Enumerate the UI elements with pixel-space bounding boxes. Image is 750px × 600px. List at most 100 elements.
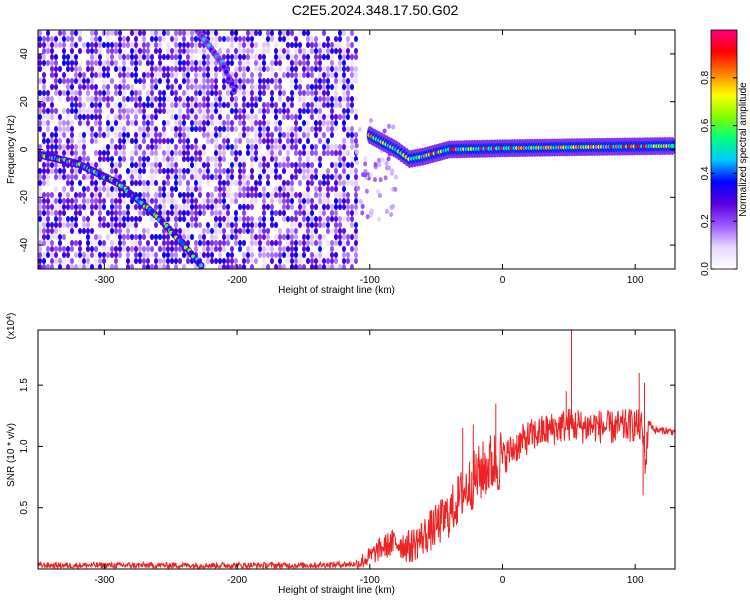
heatmap-cell (94, 90, 98, 96)
heatmap-cell (254, 66, 258, 72)
heatmap-cell (58, 216, 62, 222)
heatmap-cell (242, 156, 246, 162)
heatmap-cell (50, 102, 54, 108)
heatmap-cell (218, 108, 222, 114)
heatmap-cell (174, 48, 178, 54)
heatmap-cell (98, 258, 102, 264)
heatmap-cell (154, 252, 158, 258)
heatmap-cell (310, 240, 314, 246)
heatmap-cell (138, 78, 142, 84)
heatmap-cell (98, 96, 102, 102)
heatmap-cell (138, 174, 142, 180)
heatmap-cell (194, 204, 198, 210)
snr-scale-label: (x104) (6, 313, 18, 340)
heatmap-cell (250, 42, 254, 48)
heatmap-cell (182, 102, 186, 108)
heatmap-cell (106, 102, 110, 108)
heatmap-cell (202, 144, 206, 150)
heatmap-cell (166, 72, 170, 78)
heatmap-cell (138, 102, 142, 108)
heatmap-cell (70, 84, 74, 90)
heatmap-cell (38, 60, 42, 66)
heatmap-cell (110, 264, 114, 269)
heatmap-cell (46, 108, 50, 114)
heatmap-cell (250, 192, 254, 198)
heatmap-cell (214, 138, 218, 144)
heatmap-cell (174, 222, 178, 228)
heatmap-cell (202, 258, 206, 264)
heatmap-cell (326, 84, 330, 90)
heatmap-cell (206, 228, 210, 234)
heatmap-cell (170, 138, 174, 144)
heatmap-cell (126, 234, 130, 240)
heatmap-cell (250, 222, 254, 228)
heatmap-cell (114, 150, 118, 156)
heatmap-cell (198, 108, 202, 114)
heatmap-cell (150, 234, 154, 240)
heatmap-cell (238, 264, 242, 269)
heatmap-cell (82, 264, 86, 269)
heatmap-cell (390, 168, 395, 174)
heatmap-cell (266, 246, 270, 252)
heatmap-cell (78, 90, 82, 96)
heatmap-cell (122, 108, 126, 114)
heatmap-cell (158, 96, 162, 102)
heatmap-cell (134, 162, 138, 168)
heatmap-cell (138, 96, 142, 102)
heatmap-cell (178, 216, 182, 222)
heatmap-cell (142, 42, 146, 48)
heatmap-cell (393, 186, 398, 192)
heatmap-cell (62, 90, 66, 96)
heatmap-cell (122, 234, 126, 240)
heatmap-cell (114, 120, 118, 126)
heatmap-cell (50, 198, 54, 204)
heatmap-cell (74, 168, 78, 174)
heatmap-cell (258, 96, 262, 102)
heatmap-cell (258, 132, 262, 138)
heatmap-cell (226, 132, 230, 138)
heatmap-cell (270, 102, 274, 108)
heatmap-cell (318, 102, 322, 108)
heatmap-cell (166, 54, 170, 60)
heatmap-cell (234, 102, 238, 108)
heatmap-cell (134, 138, 138, 144)
heatmap-cell (326, 168, 330, 174)
heatmap-cell (238, 84, 242, 90)
heatmap-cell (182, 252, 186, 258)
heatmap-cell (390, 204, 395, 210)
heatmap-cell (174, 180, 178, 186)
heatmap-cell (294, 60, 298, 66)
heatmap-cell (290, 204, 294, 210)
heatmap-cell (198, 102, 202, 108)
heatmap-cell (218, 90, 222, 96)
heatmap-cell (162, 252, 166, 258)
heatmap-cell (310, 36, 314, 42)
heatmap-cell (214, 144, 218, 150)
heatmap-cell (178, 60, 182, 66)
heatmap-cell (298, 84, 302, 90)
heatmap-cell (150, 198, 154, 204)
heatmap-cell (114, 210, 118, 216)
heatmap-cell (294, 264, 298, 269)
heatmap-cell (150, 54, 154, 60)
heatmap-cell (318, 264, 322, 269)
heatmap-cell (346, 42, 350, 48)
heatmap-cell (110, 54, 114, 60)
heatmap-cell (266, 180, 270, 186)
heatmap-cell (166, 30, 170, 36)
heatmap-cell (330, 204, 334, 210)
heatmap-cell (286, 162, 290, 168)
heatmap-cell (142, 126, 146, 132)
heatmap-cell (46, 42, 50, 48)
heatmap-cell (74, 240, 78, 246)
heatmap-cell (282, 180, 286, 186)
heatmap-cell (210, 36, 214, 42)
heatmap-cell (146, 162, 150, 168)
heatmap-cell (238, 156, 242, 162)
heatmap-cell (122, 144, 126, 150)
heatmap-cell (194, 174, 198, 180)
heatmap-cell (98, 150, 102, 156)
heatmap-cell (174, 114, 178, 120)
heatmap-cell (162, 78, 166, 84)
